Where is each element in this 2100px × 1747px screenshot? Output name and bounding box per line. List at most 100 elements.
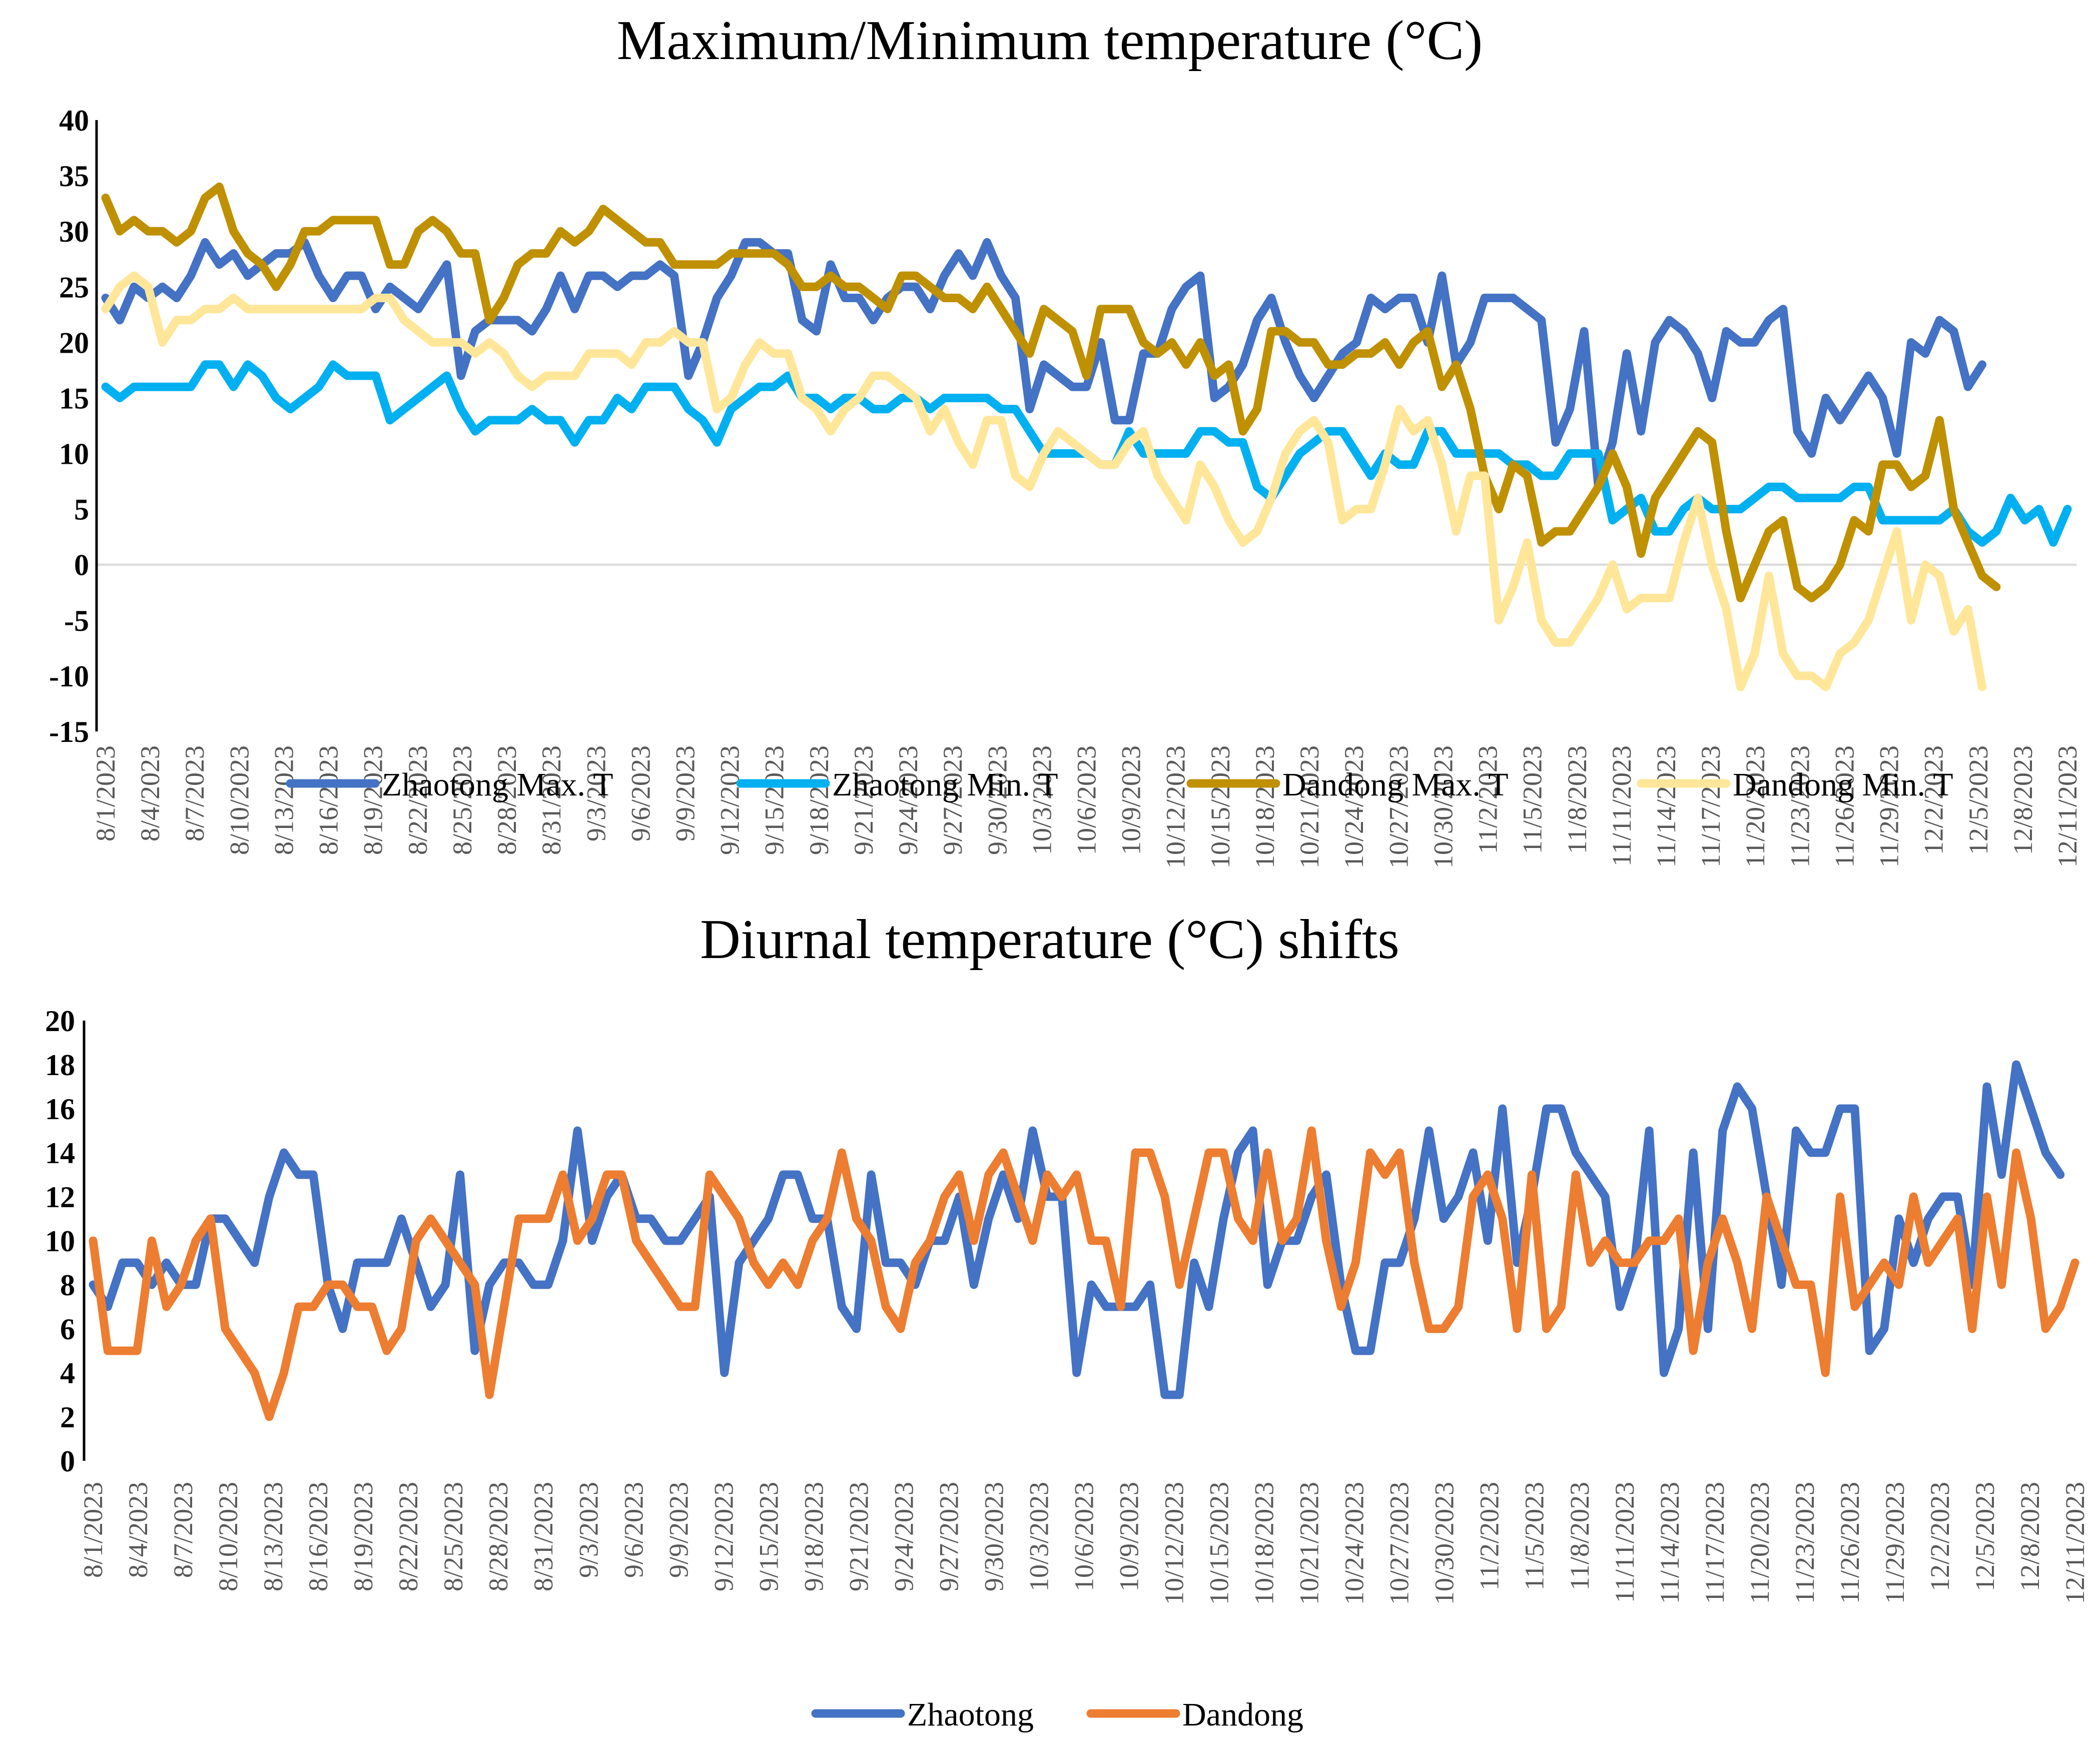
chart-1-legend: Zhaotong Max. T Zhaotong Min. T Dandong … — [286, 766, 1953, 803]
x-tick-label: 8/19/2023 — [358, 745, 388, 855]
x-tick-label: 8/31/2023 — [528, 1482, 558, 1591]
x-tick-label: 8/13/2023 — [269, 745, 299, 855]
x-tick-label: 12/11/2023 — [2060, 1482, 2090, 1604]
y-tick-label: 16 — [45, 1093, 75, 1126]
x-tick-label: 8/25/2023 — [447, 745, 477, 855]
x-tick-label: 10/6/2023 — [1072, 745, 1102, 855]
x-tick-label: 8/22/2023 — [393, 1482, 423, 1591]
x-tick-label: 11/8/2023 — [1562, 745, 1592, 854]
x-tick-label: 11/14/2023 — [1651, 745, 1681, 867]
x-tick-label: 9/12/2023 — [709, 1482, 739, 1591]
chart-diurnal-temperature-shifts: Diurnal temperature (°C) shifts 20181614… — [45, 909, 2090, 1733]
x-tick-label: 8/4/2023 — [123, 1482, 153, 1578]
x-tick-label: 10/21/2023 — [1294, 1482, 1324, 1605]
x-tick-label: 10/18/2023 — [1250, 745, 1280, 868]
x-tick-label: 10/3/2023 — [1027, 745, 1057, 855]
x-tick-label: 11/2/2023 — [1473, 745, 1503, 854]
legend-item-zhaotong-min[interactable]: Zhaotong Min. T — [736, 766, 1058, 803]
x-tick-label: 11/26/2023 — [1829, 745, 1859, 867]
x-tick-label: 9/3/2023 — [573, 1482, 603, 1578]
legend-label-dandong-min: Dandong Min. T — [1733, 766, 1953, 803]
x-tick-label: 8/7/2023 — [180, 745, 210, 841]
x-tick-label: 11/20/2023 — [1740, 745, 1770, 867]
legend-item-zhaotong-max[interactable]: Zhaotong Max. T — [286, 766, 613, 803]
y-tick-label: 8 — [60, 1269, 75, 1302]
x-tick-label: 11/5/2023 — [1520, 1482, 1550, 1590]
x-tick-label: 9/27/2023 — [938, 745, 968, 855]
legend-item-zhaotong[interactable]: Zhaotong — [811, 1696, 1034, 1733]
x-tick-label: 11/26/2023 — [1835, 1482, 1865, 1604]
chart-1-x-tick-labels: 8/1/2023 8/4/2023 8/7/2023 8/10/2023 8/13/20… — [91, 745, 2082, 868]
x-tick-label: 8/1/2023 — [78, 1482, 108, 1578]
x-tick-label: 11/11/2023 — [1610, 1482, 1640, 1603]
x-tick-label: 9/6/2023 — [618, 1482, 648, 1578]
x-tick-label: 9/24/2023 — [893, 745, 923, 855]
x-tick-label: 8/28/2023 — [483, 1482, 513, 1591]
legend-item-dandong[interactable]: Dandong — [1086, 1696, 1303, 1733]
x-tick-label: 12/11/2023 — [2052, 745, 2082, 867]
x-tick-label: 8/25/2023 — [438, 1482, 468, 1591]
chart-1-y-tick-labels: 40 35 30 25 20 15 10 5 0 -5 -10 -15 — [49, 104, 89, 748]
chart-2-legend: Zhaotong Dandong — [811, 1696, 1303, 1733]
x-tick-label: 10/12/2023 — [1161, 745, 1191, 868]
chart-2-series — [89, 1060, 2079, 1421]
legend-label-dandong-max: Dandong Max. T — [1282, 766, 1509, 803]
y-tick-label: 25 — [59, 271, 89, 304]
x-tick-label: 8/10/2023 — [224, 745, 254, 855]
x-tick-label: 10/15/2023 — [1205, 745, 1235, 868]
x-tick-label: 11/17/2023 — [1700, 1482, 1730, 1604]
y-tick-label: 5 — [74, 493, 89, 526]
x-tick-label: 10/18/2023 — [1249, 1482, 1279, 1605]
chart-2-x-tick-labels: 8/1/2023 8/4/2023 8/7/2023 8/10/2023 8/13/20… — [78, 1482, 2090, 1605]
x-tick-label: 9/9/2023 — [670, 745, 700, 841]
y-tick-label: 6 — [60, 1313, 75, 1346]
x-tick-label: 10/24/2023 — [1339, 1482, 1369, 1605]
x-tick-label: 12/2/2023 — [1925, 1482, 1955, 1591]
x-tick-label: 8/19/2023 — [348, 1482, 378, 1591]
x-tick-label: 8/4/2023 — [135, 745, 165, 841]
x-tick-label: 11/14/2023 — [1655, 1482, 1685, 1604]
x-tick-label: 8/22/2023 — [403, 745, 433, 855]
x-tick-label: 10/30/2023 — [1430, 1482, 1460, 1605]
series-line-zhaotong — [89, 1060, 2065, 1399]
y-tick-label: 14 — [45, 1137, 75, 1170]
x-tick-label: 9/9/2023 — [663, 1482, 693, 1578]
x-tick-label: 10/9/2023 — [1114, 1482, 1144, 1591]
x-tick-label: 11/17/2023 — [1696, 745, 1726, 867]
x-tick-label: 9/12/2023 — [715, 745, 745, 855]
x-tick-label: 8/16/2023 — [303, 1482, 333, 1591]
x-tick-label: 10/9/2023 — [1116, 745, 1146, 855]
x-tick-label: 11/20/2023 — [1745, 1482, 1775, 1604]
x-tick-label: 10/3/2023 — [1024, 1482, 1054, 1591]
y-tick-label: 30 — [59, 215, 89, 248]
legend-item-dandong-min[interactable]: Dandong Min. T — [1637, 766, 1953, 803]
y-tick-label: 10 — [59, 438, 89, 471]
x-tick-label: 11/11/2023 — [1607, 745, 1637, 866]
chart-1-title: Maximum/Minimum temperature (°C) — [617, 10, 1483, 72]
legend-label-dandong: Dandong — [1182, 1696, 1303, 1733]
x-tick-label: 11/23/2023 — [1790, 1482, 1820, 1604]
legend-label-zhaotong: Zhaotong — [907, 1696, 1034, 1733]
x-tick-label: 9/6/2023 — [625, 745, 655, 841]
legend-item-dandong-max[interactable]: Dandong Max. T — [1186, 766, 1509, 803]
series-line-dandong-min-t — [101, 271, 1986, 691]
y-tick-label: 0 — [74, 549, 89, 582]
legend-label-zhaotong-min: Zhaotong Min. T — [832, 766, 1058, 803]
x-tick-label: 9/3/2023 — [581, 745, 611, 841]
x-tick-label: 10/12/2023 — [1159, 1482, 1189, 1605]
x-tick-label: 11/29/2023 — [1880, 1482, 1910, 1604]
x-tick-label: 9/18/2023 — [804, 745, 834, 855]
y-tick-label: 0 — [60, 1445, 75, 1478]
x-tick-label: 9/15/2023 — [754, 1482, 784, 1591]
x-tick-label: 9/18/2023 — [799, 1482, 829, 1591]
chart-max-min-temperature: Maximum/Minimum temperature (°C) 40 35 30 2… — [49, 10, 2082, 868]
x-tick-label: 8/16/2023 — [314, 745, 344, 855]
y-tick-label: 15 — [59, 382, 89, 415]
y-tick-label: 2 — [60, 1401, 75, 1434]
y-tick-label: 10 — [45, 1225, 75, 1258]
x-tick-label: 9/24/2023 — [889, 1482, 919, 1591]
x-tick-label: 11/29/2023 — [1874, 745, 1904, 867]
x-tick-label: 10/15/2023 — [1204, 1482, 1234, 1605]
